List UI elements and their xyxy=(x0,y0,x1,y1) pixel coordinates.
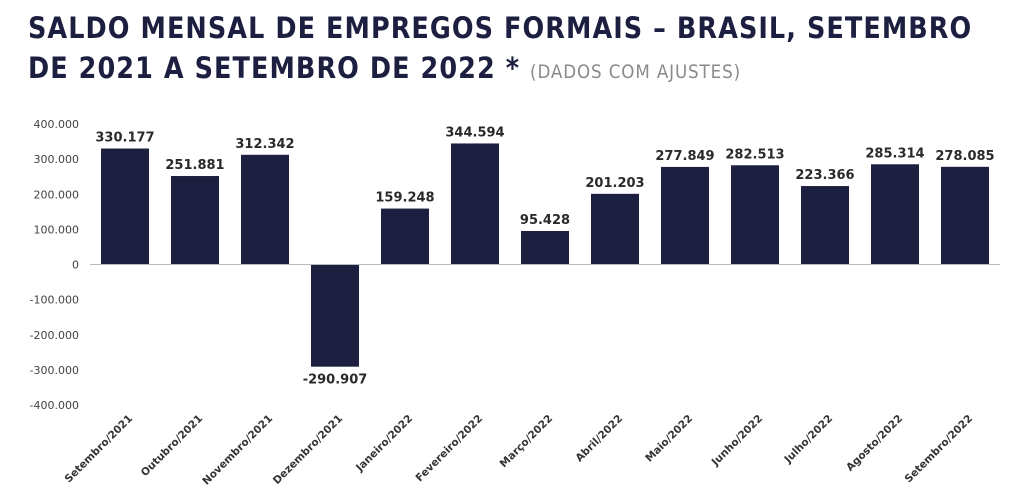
title-line-2-text: DE 2021 A SETEMBRO DE 2022 * xyxy=(28,51,521,85)
data-label: 95.428 xyxy=(520,213,570,228)
y-tick-label: 0 xyxy=(72,259,79,272)
y-tick-label: 100.000 xyxy=(34,223,80,236)
chart-title: SALDO MENSAL DE EMPREGOS FORMAIS – BRASI… xyxy=(28,8,973,92)
data-label: 201.203 xyxy=(585,176,644,191)
category-label: Fevereiro/2022 xyxy=(414,413,486,485)
bar xyxy=(941,166,989,265)
bar xyxy=(661,166,709,265)
y-tick-label: 200.000 xyxy=(34,188,80,201)
category-label: Março/2022 xyxy=(498,413,555,470)
y-tick-label: -300.000 xyxy=(30,364,79,377)
bar xyxy=(171,176,219,265)
category-label: Setembro/2022 xyxy=(902,413,975,486)
bar xyxy=(731,165,779,265)
y-tick-label: -100.000 xyxy=(30,294,79,307)
category-label: Abril/2022 xyxy=(573,413,625,465)
data-label: 285.314 xyxy=(865,146,924,161)
data-label: 278.085 xyxy=(935,149,994,164)
y-tick-label: 400.000 xyxy=(34,118,80,131)
bar xyxy=(801,186,849,265)
data-label: 344.594 xyxy=(445,125,504,140)
title-line-1: SALDO MENSAL DE EMPREGOS FORMAIS – BRASI… xyxy=(28,11,973,45)
data-label: 330.177 xyxy=(95,131,154,146)
title-line-2: DE 2021 A SETEMBRO DE 2022 * (DADOS COM … xyxy=(28,48,899,92)
category-label: Agosto/2022 xyxy=(844,413,905,474)
y-tick-label: 300.000 xyxy=(34,153,80,166)
category-label: Janeiro/2022 xyxy=(353,413,415,475)
data-label: 251.881 xyxy=(165,158,224,173)
category-label: Setembro/2021 xyxy=(62,413,135,486)
category-label: Junho/2022 xyxy=(709,413,765,469)
category-label: Outubro/2021 xyxy=(139,413,205,479)
bar xyxy=(241,154,289,265)
category-label: Maio/2022 xyxy=(643,413,695,465)
bar xyxy=(871,164,919,265)
bar xyxy=(381,208,429,265)
data-label: 159.248 xyxy=(375,191,434,206)
y-tick-label: -200.000 xyxy=(30,329,79,342)
category-label: Julho/2022 xyxy=(782,413,836,467)
category-label: Novembro/2021 xyxy=(200,413,275,488)
bar xyxy=(521,230,569,265)
data-label: 223.366 xyxy=(795,168,854,183)
bar xyxy=(101,148,149,265)
y-tick-label: -400.000 xyxy=(30,399,79,412)
data-label: 277.849 xyxy=(655,149,714,164)
bar xyxy=(451,143,499,265)
data-label: -290.907 xyxy=(303,373,368,388)
chart-subtitle: (DADOS COM AJUSTES) xyxy=(530,61,741,83)
data-label: 312.342 xyxy=(235,137,294,152)
bar xyxy=(591,193,639,265)
data-label: 282.513 xyxy=(725,147,784,162)
category-label: Dezembro/2021 xyxy=(271,413,345,487)
bar xyxy=(311,264,359,367)
